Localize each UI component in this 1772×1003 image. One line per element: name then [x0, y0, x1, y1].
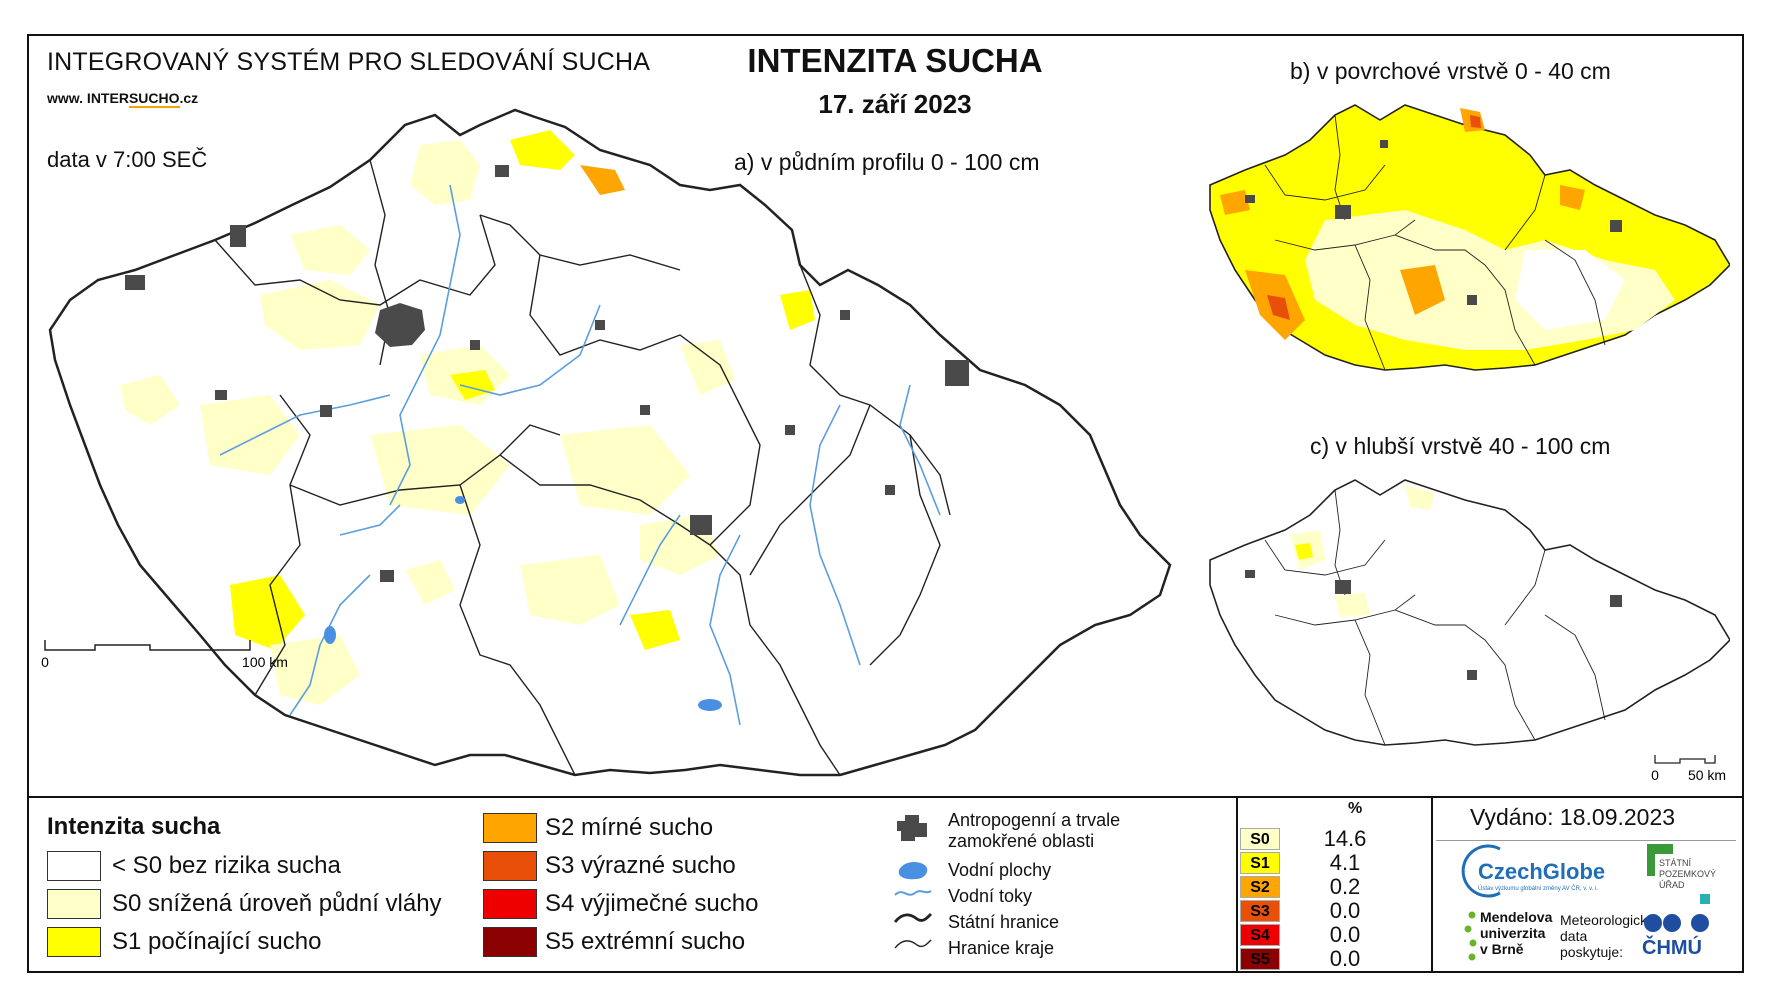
map-c-deep-layer: 0 50 km — [1209, 479, 1730, 780]
stats-code: S2 — [1240, 876, 1280, 898]
czechglobe-subtitle: Ústav výzkumu globální změny AV ČR, v. v… — [1478, 886, 1599, 892]
water-bodies-a — [324, 496, 722, 711]
czechglobe-logo-icon — [1461, 844, 1501, 898]
mendelu-logo: Mendelova univerzita v Brně — [1480, 909, 1553, 957]
stats-table — [1236, 796, 1433, 973]
legend-label: S3 výrazné sucho — [545, 852, 736, 879]
drought-patches-a — [120, 130, 815, 705]
spu-logo-icon — [1647, 844, 1673, 854]
urban-areas-a — [125, 165, 969, 582]
region-borders-a — [214, 159, 951, 776]
legend-label: S5 extrémní sucho — [545, 928, 746, 955]
stats-value: 0.0 — [1329, 898, 1361, 923]
main-title: INTENZITA SUCHA — [747, 42, 1043, 79]
legend-swatch — [47, 851, 101, 881]
legend-swatch — [47, 889, 101, 919]
map-b-label: b) v povrchové vrstvě 0 - 40 cm — [1290, 58, 1611, 84]
stats-code: S3 — [1240, 900, 1280, 922]
map-a-label: a) v půdním profilu 0 - 100 cm — [734, 149, 1040, 175]
legend-swatch — [483, 927, 537, 957]
state-border-icon — [893, 913, 932, 923]
drought-patch-b-s3 — [1267, 115, 1481, 320]
stats-value: 0.0 — [1329, 922, 1361, 947]
stats-value: 4.1 — [1329, 850, 1361, 875]
state-border-label: Státní hranice — [948, 912, 1060, 932]
chmu-logo: ČHMÚ — [1642, 937, 1702, 959]
urban-area-icon — [897, 815, 927, 841]
legend-swatch — [483, 889, 537, 919]
stats-value: 14.6 — [1323, 826, 1367, 851]
footer-divider — [1436, 840, 1736, 842]
rivers-a — [219, 184, 941, 726]
map-date: 17. září 2023 — [818, 89, 972, 119]
svg-text:0: 0 — [41, 654, 49, 670]
legend-swatch — [483, 851, 537, 881]
legend-label: S0 snížená úroveň půdní vláhy — [112, 890, 442, 917]
legend-label: < S0 bez rizika sucha — [112, 852, 341, 879]
map-c-label: c) v hlubší vrstvě 40 - 100 cm — [1310, 433, 1611, 459]
legend-swatch — [483, 813, 537, 843]
spu-logo: STÁTNÍ POZEMKOVÝ ÚŘAD — [1659, 858, 1717, 890]
legend-title: Intenzita sucha — [47, 813, 221, 840]
map-b-surface-layer — [1209, 104, 1730, 371]
stats-header: % — [1348, 800, 1363, 817]
legend-label: S1 počínající sucho — [112, 928, 322, 955]
region-borders-c — [1264, 489, 1606, 746]
water-body-icon — [898, 862, 928, 880]
stats-code: S0 — [1240, 828, 1280, 850]
urban-areas-b — [1245, 140, 1622, 305]
river-label: Vodní toky — [948, 886, 1033, 906]
region-border-label: Hranice kraje — [948, 938, 1055, 958]
stats-code: S1 — [1240, 852, 1280, 874]
drought-patch-c-s1 — [1295, 543, 1313, 560]
chmu-logo-icon — [1644, 914, 1709, 932]
stats-code: S4 — [1240, 924, 1280, 946]
issued-date: Vydáno: 18.09.2023 — [1470, 804, 1676, 830]
legend-label: S2 mírné sucho — [545, 814, 714, 841]
legend-area — [27, 796, 1744, 975]
svg-text:0: 0 — [1651, 767, 1659, 780]
legend-swatch — [47, 927, 101, 957]
water-body-label: Vodní plochy — [948, 860, 1052, 880]
czechglobe-logo: CzechGlobe — [1478, 859, 1606, 884]
data-time: data v 7:00 SEČ — [47, 147, 208, 172]
state-border-c — [1209, 479, 1730, 746]
region-border-icon — [894, 939, 932, 949]
stats-value: 0.0 — [1329, 946, 1361, 971]
legend-label: S4 výjimečné sucho — [545, 890, 759, 917]
urban-area-label: Antropogenní a trvale zamokřené oblasti — [948, 810, 1121, 851]
website-link[interactable]: www. INTERSUCHO.cz — [47, 90, 199, 108]
svg-text:50 km: 50 km — [1688, 767, 1726, 780]
scale-bar-c: 0 50 km — [1651, 755, 1726, 780]
map-a-soil-profile: 0 100 km — [41, 108, 1172, 777]
scale-bar-a: 0 100 km — [41, 640, 288, 670]
river-icon — [894, 890, 932, 896]
urban-areas-c — [1245, 570, 1622, 680]
meteo-credit: Meteorologická data poskytuje: — [1560, 912, 1655, 960]
mendelu-logo-icon — [1464, 911, 1477, 961]
svg-text:100 km: 100 km — [242, 654, 288, 670]
stats-value: 0.2 — [1329, 874, 1361, 899]
system-title: INTEGROVANÝ SYSTÉM PRO SLEDOVÁNÍ SUCHA — [47, 48, 651, 76]
stats-code: S5 — [1240, 948, 1280, 970]
